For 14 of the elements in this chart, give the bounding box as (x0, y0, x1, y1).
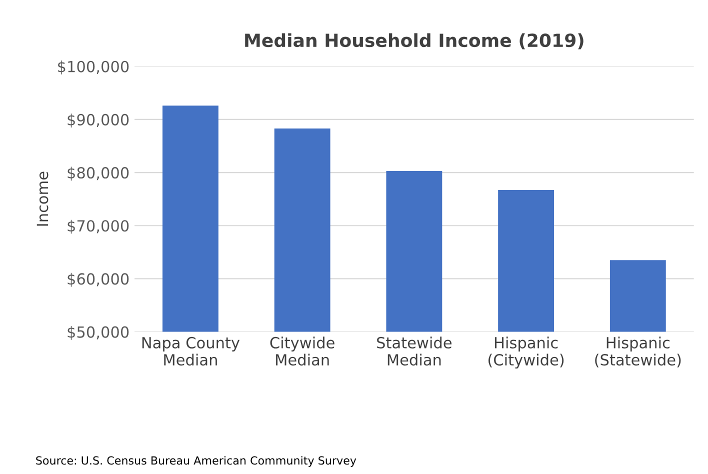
y-tick-label: $50,000 (68, 326, 129, 340)
x-tick-label: Napa County Median (142, 336, 240, 366)
x-tick-label: Statewide Median (377, 336, 452, 366)
y-tick-label: $90,000 (68, 114, 129, 128)
source-note: Source: U.S. Census Bureau American Community Survey (36, 456, 356, 467)
x-tick-label: Hispanic (Citywide) (488, 336, 564, 369)
y-tick-label: $80,000 (68, 166, 129, 181)
y-tick-label: $70,000 (68, 220, 129, 234)
x-tick-label: Hispanic (Statewide) (595, 336, 681, 368)
x-tick-label: Citywide Median (270, 336, 334, 366)
chart-title: Median Household Income (2019) (245, 33, 584, 50)
y-axis-title: Income (36, 172, 48, 226)
y-tick-label: $60,000 (68, 272, 129, 287)
y-tick-label: $100,000 (58, 60, 129, 74)
